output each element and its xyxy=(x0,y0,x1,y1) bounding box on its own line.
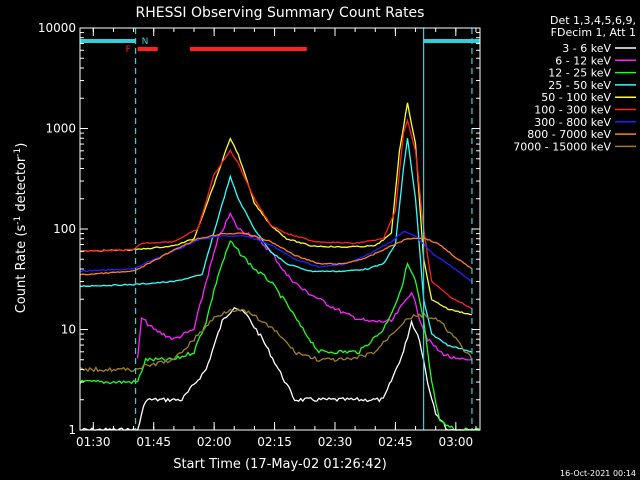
x-tick-label-0: 01:30 xyxy=(76,435,111,449)
y-tick-label-2: 100 xyxy=(53,222,76,236)
series-line-7 xyxy=(79,232,473,276)
y-tick-label-0: 1 xyxy=(68,423,76,437)
legend-label-3: 25 - 50 keV xyxy=(548,79,611,92)
legend-label-6: 300 - 800 keV xyxy=(534,116,611,129)
series-line-3 xyxy=(80,138,472,353)
x-tick-label-3: 02:15 xyxy=(257,435,292,449)
y-axis-label-part: -1 xyxy=(13,216,23,225)
legend-label-0: 3 - 6 keV xyxy=(562,42,611,55)
y-tick-label-1: 10 xyxy=(61,323,76,337)
flag-label-N: N xyxy=(142,37,149,47)
legend-header-1: FDecim 1, Att 1 xyxy=(551,26,636,39)
y-tick-label-4: 10000 xyxy=(38,21,76,35)
x-axis-label: Start Time (17-May-02 01:26:42) xyxy=(173,457,387,472)
y-tick-label-3: 1000 xyxy=(45,122,76,136)
legend-label-7: 800 - 7000 keV xyxy=(527,128,611,141)
legend: Det 1,3,4,5,6,9,FDecim 1, Att 1 3 - 6 keV… xyxy=(513,14,636,153)
series-line-1 xyxy=(136,211,472,361)
axes: 1 10 100 1000 10000 01:30 01:45 02:00 02:15 02:30… xyxy=(38,21,481,449)
legend-label-5: 100 - 300 keV xyxy=(534,104,611,117)
legend-label-8: 7000 - 15000 keV xyxy=(513,140,611,153)
series-line-0 xyxy=(80,306,480,431)
y-axis-label-part: -1 xyxy=(13,148,23,157)
series-line-2 xyxy=(79,240,481,431)
x-tick-label-2: 02:00 xyxy=(197,435,232,449)
x-tick-label-5: 02:45 xyxy=(378,435,413,449)
legend-label-4: 50 - 100 keV xyxy=(541,91,611,104)
axes-frame xyxy=(79,27,481,431)
y-axis-label: Count Rate (s-1 detector-1) xyxy=(13,143,29,314)
x-tick-label-1: 01:45 xyxy=(136,435,171,449)
series-line-8 xyxy=(79,308,473,373)
legend-label-2: 12 - 25 keV xyxy=(548,67,611,80)
legend-label-1: 6 - 12 keV xyxy=(555,54,611,67)
chart-title: RHESSI Observing Summary Count Rates xyxy=(136,5,425,21)
series-line-4 xyxy=(79,102,473,316)
series-line-5 xyxy=(79,118,473,310)
legend-header-0: Det 1,3,4,5,6,9, xyxy=(550,14,636,27)
x-tick-label-6: 03:00 xyxy=(439,435,474,449)
y-axis-label-part: Count Rate (s xyxy=(14,225,29,314)
y-axis-label-part: ) xyxy=(14,143,29,148)
series-line-6 xyxy=(79,231,473,283)
plot-area: FN xyxy=(79,28,481,431)
x-tick-label-4: 02:30 xyxy=(318,435,353,449)
flag-label-F: F xyxy=(126,45,131,55)
y-axis-label-part: detector xyxy=(14,156,29,216)
timestamp: 16-Oct-2021 00:14 xyxy=(560,469,636,478)
